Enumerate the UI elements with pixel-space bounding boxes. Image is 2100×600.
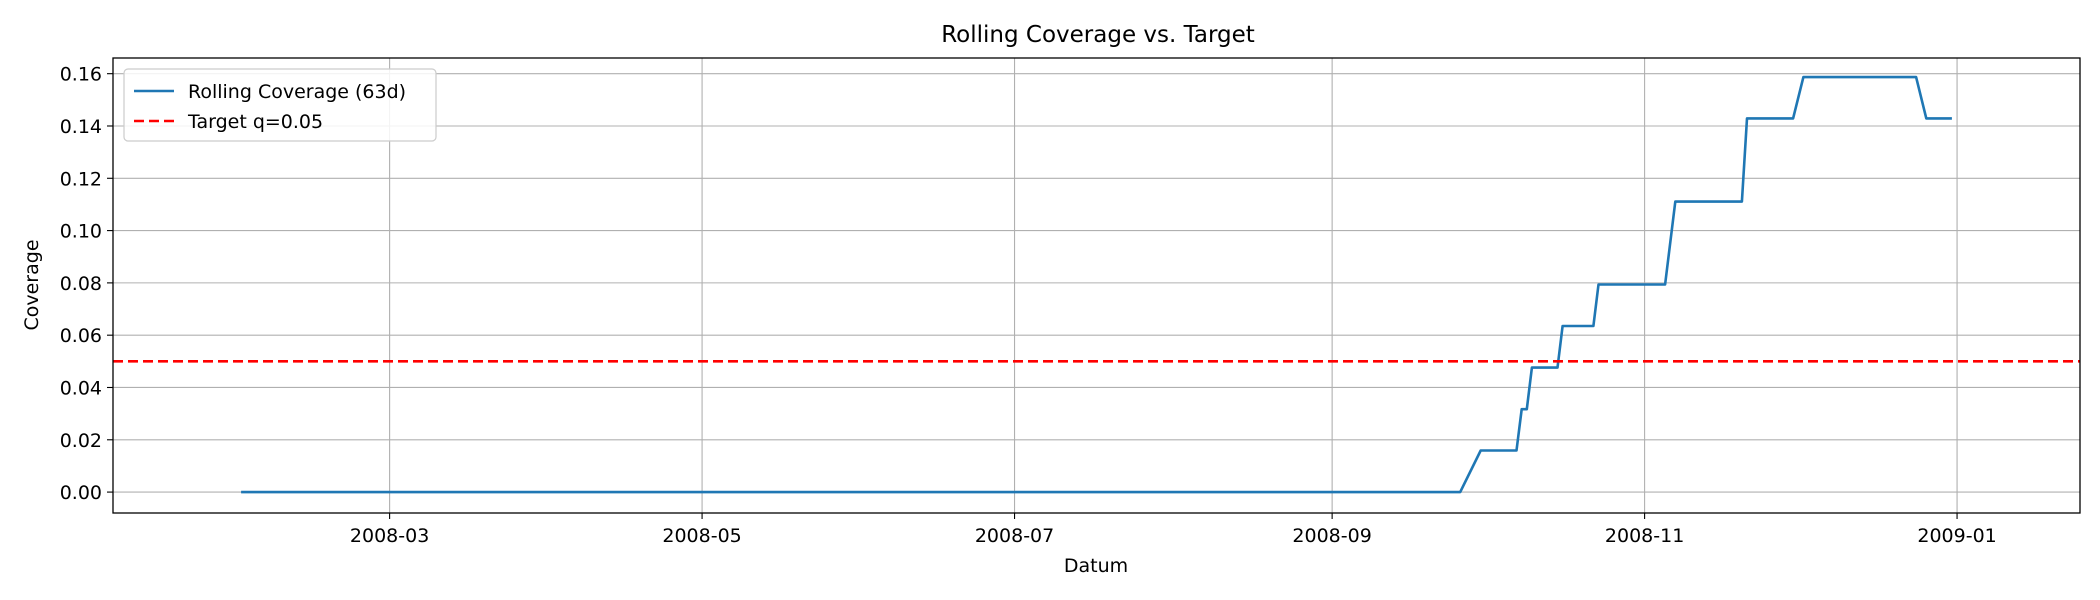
y-tick-label: 0.02: [60, 430, 102, 452]
legend-label: Rolling Coverage (63d): [188, 81, 406, 103]
y-tick-label: 0.10: [60, 221, 102, 243]
y-axis-label: Coverage: [21, 239, 43, 330]
x-tick-label: 2009-01: [1917, 525, 1996, 547]
y-tick-label: 0.14: [60, 116, 102, 138]
plot-area: [113, 75, 2080, 494]
coverage-line: [241, 75, 1952, 494]
plot-frame: [112, 57, 2081, 514]
x-tick-label: 2008-11: [1605, 525, 1684, 547]
y-tick-label: 0.06: [60, 325, 102, 347]
chart-title: Rolling Coverage vs. Target: [941, 22, 1255, 48]
y-tick-label: 0.08: [60, 273, 102, 295]
legend-label: Target q=0.05: [187, 111, 323, 133]
x-axis-label: Datum: [1064, 555, 1128, 577]
y-tick-label: 0.12: [60, 168, 102, 190]
x-tick-label: 2008-05: [662, 525, 741, 547]
x-tick-label: 2008-03: [350, 525, 429, 547]
legend-box: [123, 68, 437, 142]
axis-ticks: 2008-03 2008-05 2008-07 2008-09 2008-11 2009-…: [60, 64, 1997, 547]
grid: [113, 58, 2080, 513]
y-tick-label: 0.00: [60, 482, 102, 504]
legend: Rolling Coverage (63d) Target q=0.05: [123, 68, 437, 142]
x-tick-label: 2008-09: [1292, 525, 1371, 547]
x-tick-label: 2008-07: [975, 525, 1054, 547]
y-tick-label: 0.04: [60, 377, 102, 399]
y-tick-label: 0.16: [60, 64, 102, 86]
